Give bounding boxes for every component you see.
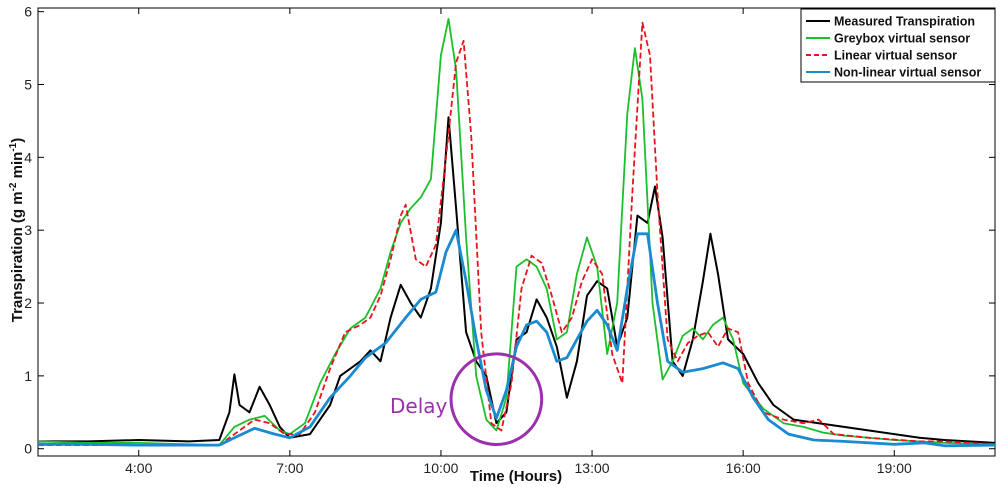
series-layer (37, 18, 996, 448)
x-tick-label: 16:00 (726, 460, 761, 476)
delay-label: Delay (390, 394, 448, 418)
delay-annotation: Delay (390, 352, 544, 447)
y-tick-label: 0 (24, 441, 32, 457)
series-line-4 (38, 228, 996, 448)
y-tick-label: 1 (24, 368, 32, 384)
series-line-2 (37, 18, 996, 446)
x-tick-label: 10:00 (423, 460, 458, 476)
delay-circle (449, 352, 544, 447)
x-tick-label: 13:00 (575, 460, 610, 476)
legend-label-1: Measured Transpiration (834, 15, 975, 29)
series-line-3 (38, 21, 996, 446)
y-tick-label: 3 (24, 222, 32, 238)
x-tick-label: 19:00 (877, 460, 912, 476)
x-tick-label: 4:00 (125, 460, 152, 476)
x-axis-title: Time (Hours) (470, 468, 562, 485)
y-tick-label: 6 (24, 4, 32, 20)
legend-label-2: Greybox virtual sensor (834, 32, 970, 46)
y-axis-title: Transpiration (g m-2 min-1) (8, 138, 26, 323)
legend-label-4: Non-linear virtual sensor (834, 66, 981, 80)
legend: Measured Transpiration Greybox virtual se… (800, 8, 996, 83)
x-tick-label: 7:00 (276, 460, 303, 476)
y-axis: 0 1 2 3 4 5 6 (24, 4, 995, 457)
legend-label-3: Linear virtual sensor (834, 49, 957, 63)
y-tick-label: 4 (24, 149, 32, 165)
legend-box (800, 8, 996, 83)
y-tick-label: 2 (24, 295, 32, 311)
x-axis: 4:00 7:00 10:00 13:00 16:00 19:00 (125, 8, 912, 476)
y-tick-label: 5 (24, 76, 32, 92)
plot-frame (37, 7, 996, 457)
